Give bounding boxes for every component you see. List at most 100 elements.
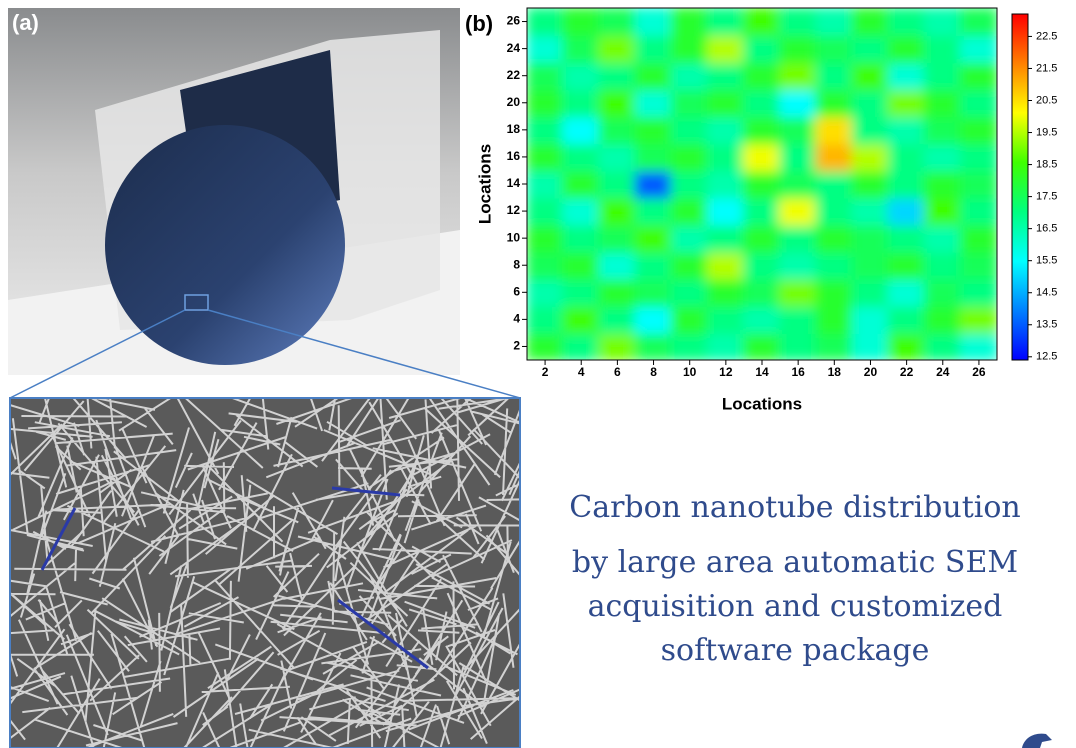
heat-cell xyxy=(526,7,564,36)
heat-cell xyxy=(779,169,817,198)
heat-cell xyxy=(562,34,600,63)
heat-cell xyxy=(960,115,998,144)
heat-cell xyxy=(888,197,926,226)
heatmap xyxy=(526,7,998,361)
heat-cell xyxy=(888,7,926,36)
heat-cell xyxy=(598,61,636,90)
x-tick-label: 14 xyxy=(755,365,769,379)
heat-cell xyxy=(743,61,781,90)
x-tick-label: 8 xyxy=(650,365,657,379)
heat-cell xyxy=(851,88,889,117)
heat-cell xyxy=(924,197,962,226)
logo xyxy=(1022,734,1052,748)
heat-cell xyxy=(779,142,817,171)
y-tick-label: 26 xyxy=(507,14,521,28)
heat-cell xyxy=(707,115,745,144)
heat-cell xyxy=(634,332,672,361)
heat-cell xyxy=(671,142,709,171)
x-tick-label: 20 xyxy=(864,365,878,379)
heat-cell xyxy=(634,88,672,117)
x-tick-label: 24 xyxy=(936,365,950,379)
heat-cell xyxy=(924,169,962,198)
heat-cell xyxy=(743,332,781,361)
heat-cell xyxy=(924,61,962,90)
caption-line: software package xyxy=(661,633,930,668)
heat-cell xyxy=(815,197,853,226)
heat-cell xyxy=(634,224,672,253)
heat-cell xyxy=(779,115,817,144)
colorbar-tick-label: 14.5 xyxy=(1036,287,1057,299)
heat-cell xyxy=(634,197,672,226)
heat-cell xyxy=(815,7,853,36)
caption: Carbon nanotube distribution by large ar… xyxy=(569,490,1021,668)
heat-cell xyxy=(851,251,889,280)
heat-cell xyxy=(671,7,709,36)
heat-cell xyxy=(779,251,817,280)
panel-label: (b) xyxy=(465,11,493,36)
heat-cell xyxy=(562,332,600,361)
heat-cell xyxy=(924,88,962,117)
heat-cell xyxy=(815,169,853,198)
heat-cell xyxy=(562,278,600,307)
heat-cell xyxy=(743,88,781,117)
heat-cell xyxy=(526,278,564,307)
heat-cell xyxy=(888,251,926,280)
heat-cell xyxy=(526,197,564,226)
heat-cell xyxy=(815,278,853,307)
colorbar-tick-label: 13.5 xyxy=(1036,319,1057,331)
heat-cell xyxy=(562,88,600,117)
heat-cell xyxy=(888,142,926,171)
heat-cell xyxy=(598,169,636,198)
x-axis-label: Locations xyxy=(722,394,802,413)
heat-cell xyxy=(671,115,709,144)
colorbar-tick-label: 15.5 xyxy=(1036,255,1057,267)
heat-cell xyxy=(779,305,817,334)
heat-cell xyxy=(851,115,889,144)
colorbar-tick-label: 19.5 xyxy=(1036,126,1057,138)
heat-cell xyxy=(851,332,889,361)
page: (a) (b) Locations Locations Carbon nanot… xyxy=(0,0,1076,748)
heat-cell xyxy=(598,224,636,253)
heat-cell xyxy=(779,224,817,253)
heat-cell xyxy=(888,224,926,253)
heat-cell xyxy=(851,169,889,198)
heat-cell xyxy=(888,332,926,361)
colorbar-tick-label: 18.5 xyxy=(1036,158,1057,170)
heat-cell xyxy=(634,251,672,280)
heat-cell xyxy=(779,34,817,63)
heat-cell xyxy=(960,142,998,171)
heat-cell xyxy=(707,88,745,117)
heat-cell xyxy=(526,169,564,198)
heat-cell xyxy=(598,88,636,117)
y-tick-label: 10 xyxy=(507,230,521,244)
x-tick-label: 10 xyxy=(683,365,697,379)
x-tick-label: 16 xyxy=(791,365,805,379)
heat-cell xyxy=(815,142,853,171)
heat-cell xyxy=(960,169,998,198)
heat-cell xyxy=(671,224,709,253)
heat-cell xyxy=(851,7,889,36)
colorbar-tick-label: 17.5 xyxy=(1036,191,1057,203)
heat-cell xyxy=(562,197,600,226)
wafer xyxy=(105,125,345,365)
heat-cell xyxy=(743,197,781,226)
heat-cell xyxy=(634,34,672,63)
heat-cell xyxy=(815,224,853,253)
y-tick-label: 14 xyxy=(507,176,521,190)
heat-cell xyxy=(851,224,889,253)
heat-cell xyxy=(960,224,998,253)
heat-cell xyxy=(707,305,745,334)
heat-cell xyxy=(707,142,745,171)
heat-cell xyxy=(526,251,564,280)
y-axis-label: Locations xyxy=(475,144,494,224)
heat-cell xyxy=(815,251,853,280)
x-tick-label: 18 xyxy=(828,365,842,379)
heat-cell xyxy=(743,169,781,198)
colorbar-tick-label: 21.5 xyxy=(1036,62,1057,74)
x-tick-label: 4 xyxy=(578,365,585,379)
heat-cell xyxy=(671,197,709,226)
heat-cell xyxy=(598,332,636,361)
caption-line: by large area automatic SEM xyxy=(572,545,1018,580)
x-tick-label: 2 xyxy=(542,365,549,379)
y-tick-label: 18 xyxy=(507,122,521,136)
